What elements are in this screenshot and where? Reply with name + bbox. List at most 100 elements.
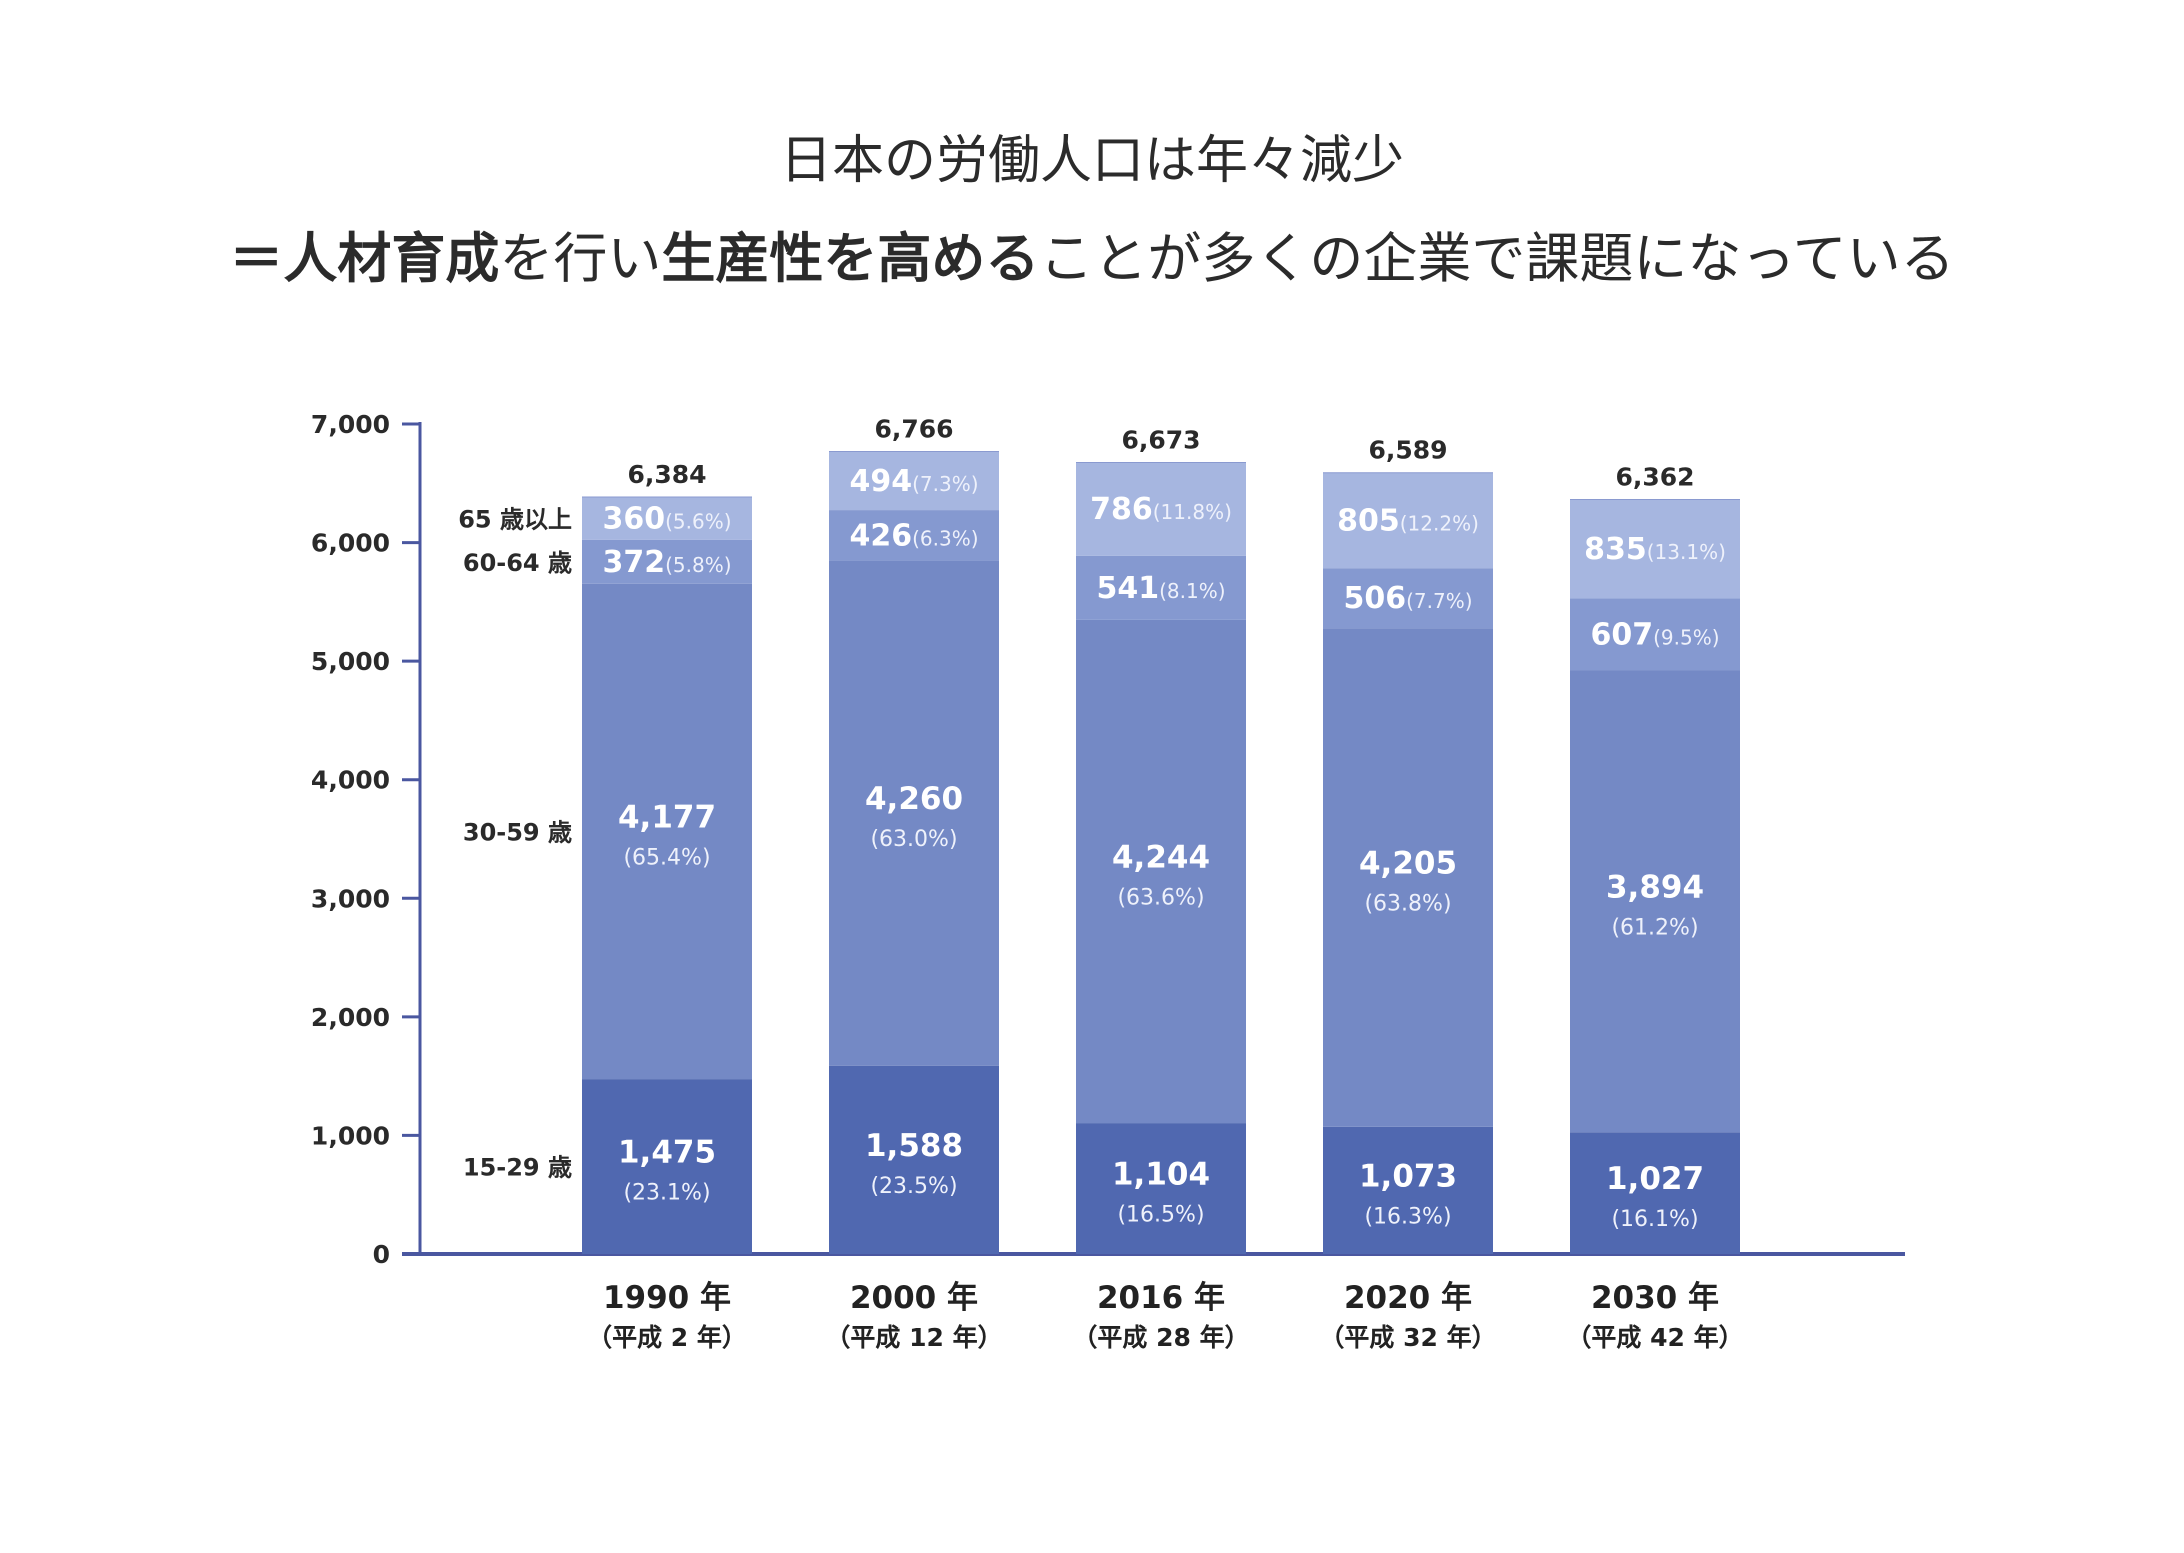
segment-label: 607(9.5%): [1590, 618, 1719, 653]
bar-segment: [1323, 472, 1493, 569]
x-category-label: 2016 年: [1097, 1280, 1225, 1316]
bar-segment: [1570, 598, 1740, 671]
bar-segment: [829, 560, 999, 1066]
segment-value-label: 3,894: [1606, 869, 1704, 905]
headline-line2-part: ＝人材育成: [229, 227, 500, 290]
segment-label: 835(13.1%): [1584, 532, 1726, 567]
segment-value-label: 1,104: [1112, 1157, 1210, 1193]
x-category-label: 2000 年: [850, 1280, 978, 1316]
series-label: 60-64 歳: [463, 549, 572, 577]
segment-percent-label: (63.0%): [870, 827, 957, 852]
bar-segment: [1323, 568, 1493, 629]
segment-percent-label: (12.2%): [1400, 511, 1479, 535]
bar-segment: [582, 497, 752, 540]
segment-value-label: 360: [602, 501, 665, 536]
headline-line2: ＝人材育成を行い生産性を高めることが多くの企業で課題になっている: [0, 214, 2184, 293]
segment-value-label: 1,027: [1606, 1161, 1704, 1197]
segment-value-label: 4,205: [1359, 845, 1457, 881]
segment-percent-label: (9.5%): [1653, 626, 1719, 650]
segment-value-label: 786: [1090, 492, 1153, 527]
segment-percent-label: (11.8%): [1153, 500, 1232, 524]
bar-segment: [829, 510, 999, 561]
segment-label: 506(7.7%): [1343, 581, 1472, 616]
segment-percent-label: (16.1%): [1611, 1207, 1698, 1232]
bar-segment: [1323, 628, 1493, 1127]
y-tick-label: 1,000: [311, 1121, 390, 1150]
segment-value-label: 506: [1343, 581, 1406, 616]
x-category-era-label: （平成 42 年）: [1566, 1323, 1743, 1352]
segment-value-label: 494: [849, 464, 912, 499]
segment-percent-label: (63.8%): [1364, 891, 1451, 916]
x-category-era-label: （平成 2 年）: [587, 1323, 747, 1352]
x-category-label: 1990 年: [603, 1280, 731, 1316]
bar-segment: [1076, 462, 1246, 556]
bar-segment: [1076, 555, 1246, 620]
bar-total-label: 6,673: [1121, 426, 1200, 455]
bar-segment: [582, 1079, 752, 1254]
bar-segment: [829, 1065, 999, 1254]
series-label: 65 歳以上: [458, 505, 572, 533]
y-tick-label: 4,000: [311, 766, 390, 795]
y-tick-label: 3,000: [311, 884, 390, 913]
headline-line2-part: 生産性を高める: [661, 227, 1040, 290]
bar-total-label: 6,384: [627, 460, 706, 489]
bar-total-label: 6,362: [1615, 463, 1694, 492]
segment-percent-label: (65.4%): [623, 845, 710, 870]
segment-label: 426(6.3%): [849, 518, 978, 553]
y-tick-label: 5,000: [311, 647, 390, 676]
y-tick-label: 0: [373, 1240, 390, 1269]
segment-value-label: 4,177: [618, 799, 716, 835]
segment-value-label: 805: [1337, 503, 1400, 538]
headline-line1: 日本の労働人口は年々減少: [779, 131, 1404, 191]
bar-total-label: 6,766: [874, 415, 953, 444]
x-category-era-label: （平成 28 年）: [1072, 1323, 1249, 1352]
bar-segment: [582, 583, 752, 1080]
segment-percent-label: (16.3%): [1364, 1204, 1451, 1229]
segment-value-label: 1,475: [618, 1135, 716, 1171]
bar-segment: [1570, 1132, 1740, 1254]
headline-line2-part: を行い: [499, 227, 662, 290]
x-category-label: 2030 年: [1591, 1280, 1719, 1316]
segment-value-label: 1,588: [865, 1128, 963, 1164]
bar-total-label: 6,589: [1368, 436, 1447, 465]
segment-percent-label: (61.2%): [1611, 915, 1698, 940]
y-tick-label: 2,000: [311, 1003, 390, 1032]
series-label: 30-59 歳: [463, 818, 572, 846]
bar-segment: [1076, 1123, 1246, 1254]
y-tick-label: 6,000: [311, 529, 390, 558]
segment-value-label: 4,260: [865, 781, 963, 817]
segment-label: 372(5.8%): [602, 545, 731, 580]
segment-percent-label: (6.3%): [912, 526, 978, 550]
bar-segment: [582, 539, 752, 584]
segment-percent-label: (63.6%): [1117, 885, 1204, 910]
segment-percent-label: (23.1%): [623, 1181, 710, 1206]
segment-label: 786(11.8%): [1090, 492, 1232, 527]
x-category-label: 2020 年: [1344, 1280, 1472, 1316]
segment-percent-label: (5.8%): [665, 553, 731, 577]
bar-segment: [829, 451, 999, 511]
segment-value-label: 372: [602, 545, 665, 580]
segment-label: 805(12.2%): [1337, 503, 1479, 538]
series-label: 15-29 歳: [463, 1154, 572, 1182]
segment-value-label: 426: [849, 518, 912, 553]
segment-value-label: 541: [1096, 571, 1159, 606]
segment-label: 360(5.6%): [602, 501, 731, 536]
bar-segment: [1570, 499, 1740, 599]
segment-value-label: 4,244: [1112, 839, 1210, 875]
segment-value-label: 835: [1584, 532, 1647, 567]
segment-value-label: 1,073: [1359, 1158, 1457, 1194]
segment-percent-label: (5.6%): [665, 509, 731, 533]
segment-percent-label: (7.7%): [1406, 589, 1472, 613]
segment-label: 541(8.1%): [1096, 571, 1225, 606]
segment-label: 494(7.3%): [849, 464, 978, 499]
x-category-era-label: （平成 32 年）: [1319, 1323, 1496, 1352]
segment-percent-label: (8.1%): [1159, 579, 1225, 603]
segment-percent-label: (7.3%): [912, 472, 978, 496]
segment-percent-label: (16.5%): [1117, 1203, 1204, 1228]
headline-line2-part: ことが多くの企業で課題になっている: [1039, 227, 1955, 290]
segment-value-label: 607: [1590, 618, 1653, 653]
y-tick-label: 7,000: [311, 410, 390, 439]
bar-segment: [1323, 1126, 1493, 1254]
bar-segment: [1570, 670, 1740, 1133]
